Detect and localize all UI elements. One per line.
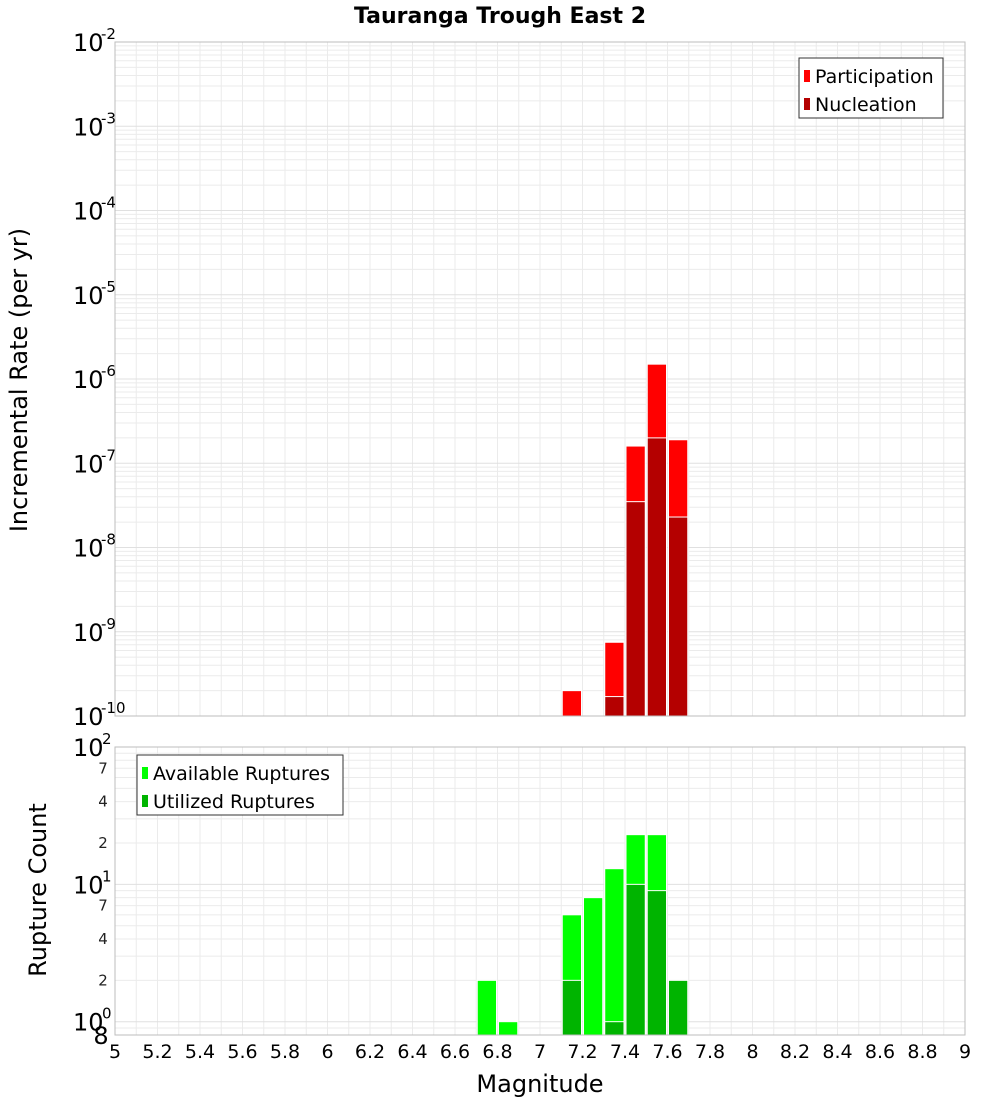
- count-y-axis-label: Rupture Count: [24, 803, 52, 977]
- x-tick-label: 8.2: [780, 1041, 810, 1063]
- x-tick-label: 7.2: [567, 1041, 597, 1063]
- x-axis-label: Magnitude: [476, 1070, 603, 1098]
- count-y-tick-label: 2: [98, 971, 108, 989]
- nucleation-bar: [604, 696, 625, 717]
- nucleation-bar: [625, 501, 646, 717]
- x-tick-label: 6.4: [397, 1041, 427, 1063]
- rate-y-tick-exponent: -6: [101, 362, 116, 380]
- rate-y-tick-exponent: -2: [101, 25, 116, 43]
- utilized-ruptures-bar: [561, 979, 582, 1036]
- x-tick-label: 7.8: [695, 1041, 725, 1063]
- available-ruptures-bar: [604, 868, 625, 1036]
- rate-y-axis-label: Incremental Rate (per yr): [5, 228, 33, 532]
- x-tick-label: 5: [109, 1041, 121, 1063]
- utilized-ruptures-bar: [646, 890, 667, 1036]
- legend-entry: Available Ruptures: [153, 763, 330, 785]
- utilized-ruptures-bar: [625, 883, 646, 1036]
- nucleation-bar: [646, 437, 667, 717]
- rate-y-tick-exponent: -7: [101, 446, 116, 464]
- count-y-tick-exponent: 0: [102, 1005, 112, 1023]
- x-tick-label: 8.8: [907, 1041, 937, 1063]
- x-tick-label: 5.2: [142, 1041, 172, 1063]
- x-tick-label: 6.6: [440, 1041, 470, 1063]
- plot-frame: [114, 41, 966, 717]
- rate-y-tick-label: 10: [73, 282, 104, 310]
- count-y-tick-label: 10: [73, 1009, 104, 1037]
- rate-y-tick-exponent: -3: [101, 109, 116, 127]
- rate-y-tick-label: 10: [73, 198, 104, 226]
- legend-box: [136, 754, 344, 816]
- count-y-tick-exponent: 1: [102, 867, 112, 885]
- rate-y-tick-label: 10: [73, 113, 104, 141]
- rate-y-tick-exponent: -5: [101, 278, 116, 296]
- rate-panel: ParticipationNucleation10-1010-910-810-7…: [73, 25, 966, 731]
- rate-y-tick-exponent: -4: [101, 194, 116, 212]
- count-y-tick-label: 4: [98, 793, 108, 811]
- rate-y-tick-label: 10: [73, 619, 104, 647]
- x-tick-label: 7: [534, 1041, 546, 1063]
- x-tick-label: 7.4: [610, 1041, 640, 1063]
- chart-title: Tauranga Trough East 2: [354, 4, 646, 29]
- legend-entry: Participation: [815, 66, 934, 88]
- legend-swatch: [804, 70, 810, 82]
- utilized-ruptures-bar: [604, 1021, 625, 1036]
- count-y-tick-label: 2: [98, 834, 108, 852]
- legend-swatch: [142, 767, 148, 779]
- x-tick-label: 7.6: [652, 1041, 682, 1063]
- x-tick-label: 8: [746, 1041, 758, 1063]
- rate-y-tick-exponent: -10: [101, 699, 126, 717]
- rate-y-tick-label: 10: [73, 29, 104, 57]
- count-y-tick-label: 7: [98, 759, 108, 777]
- available-ruptures-bar: [583, 897, 604, 1036]
- count-y-tick-exponent: 2: [102, 730, 112, 748]
- x-tick-label: 5.6: [227, 1041, 257, 1063]
- legend-entry: Utilized Ruptures: [153, 791, 315, 813]
- count-y-tick-label: 10: [73, 734, 104, 762]
- count-y-tick-label: 7: [98, 897, 108, 915]
- rate-y-tick-label: 10: [73, 703, 104, 731]
- rate-y-tick-exponent: -9: [101, 615, 116, 633]
- x-tick-label: 8.4: [822, 1041, 852, 1063]
- plot-frame: [114, 746, 966, 1036]
- rate-y-tick-label: 10: [73, 450, 104, 478]
- count-y-tick-label: 10: [73, 871, 104, 899]
- legend-swatch: [804, 98, 810, 110]
- rate-y-tick-label: 10: [73, 535, 104, 563]
- legend-box: [798, 57, 944, 119]
- x-tick-label: 8.6: [865, 1041, 895, 1063]
- available-ruptures-bar: [476, 979, 497, 1036]
- count-y-tick-label: 8: [93, 1022, 108, 1050]
- x-tick-label: 5.8: [270, 1041, 300, 1063]
- rate-y-tick-label: 10: [73, 366, 104, 394]
- rate-y-tick-exponent: -8: [101, 531, 116, 549]
- nucleation-bar: [668, 516, 689, 717]
- participation-bar: [561, 690, 582, 717]
- legend-swatch: [142, 795, 148, 807]
- x-tick-label: 5.4: [185, 1041, 215, 1063]
- x-tick-label: 6.8: [482, 1041, 512, 1063]
- legend-entry: Nucleation: [815, 94, 917, 116]
- x-tick-label: 9: [959, 1041, 971, 1063]
- count-y-tick-label: 4: [98, 930, 108, 948]
- utilized-ruptures-bar: [668, 979, 689, 1036]
- x-tick-label: 6: [321, 1041, 333, 1063]
- x-tick-label: 6.2: [355, 1041, 385, 1063]
- available-ruptures-bar: [498, 1021, 519, 1036]
